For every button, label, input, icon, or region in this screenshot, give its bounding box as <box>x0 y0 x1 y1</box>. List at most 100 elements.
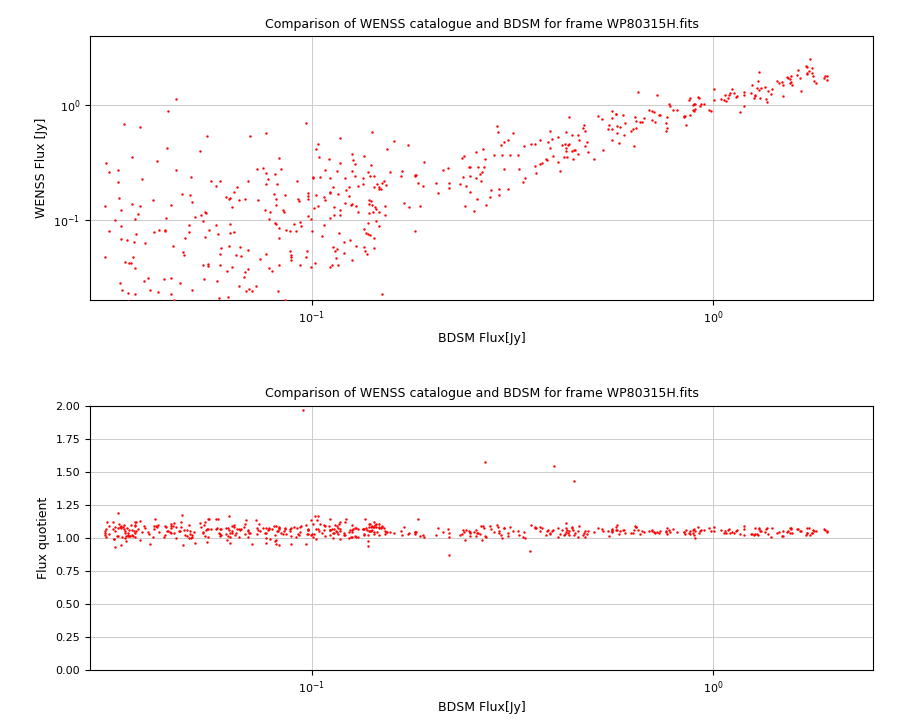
Point <box>261 524 275 536</box>
Point <box>729 526 743 537</box>
Point <box>259 522 274 534</box>
Point <box>269 199 284 211</box>
Point <box>567 529 581 541</box>
Point <box>231 194 246 206</box>
Point <box>463 530 477 541</box>
Point <box>528 522 543 534</box>
Point <box>642 104 656 116</box>
Point <box>256 522 270 534</box>
Point <box>105 517 120 528</box>
Point <box>495 149 509 161</box>
Point <box>318 165 332 176</box>
Point <box>300 246 314 257</box>
Point <box>279 528 293 539</box>
Point <box>362 207 376 219</box>
Point <box>174 516 188 527</box>
Point <box>151 287 166 298</box>
Point <box>661 522 675 534</box>
Point <box>99 531 113 543</box>
Point <box>367 526 382 538</box>
Point <box>262 207 276 218</box>
Point <box>605 113 619 125</box>
Point <box>230 523 245 535</box>
Point <box>331 518 346 529</box>
Point <box>127 526 141 537</box>
Point <box>166 521 180 532</box>
Point <box>364 525 379 536</box>
Point <box>807 76 822 87</box>
Point <box>802 65 816 76</box>
Point <box>188 537 202 549</box>
Point <box>231 280 246 292</box>
Point <box>303 261 318 272</box>
Point <box>287 219 302 230</box>
Point <box>494 139 508 150</box>
Point <box>350 207 365 218</box>
Point <box>322 153 337 164</box>
Point <box>459 524 473 536</box>
Point <box>293 521 308 532</box>
Point <box>327 209 341 220</box>
Point <box>224 202 238 213</box>
Point <box>518 173 533 184</box>
Point <box>233 241 248 253</box>
Point <box>117 523 131 535</box>
Point <box>457 201 472 212</box>
Point <box>417 156 431 168</box>
Point <box>166 319 181 330</box>
Point <box>102 521 116 532</box>
Point <box>138 238 152 249</box>
Point <box>467 526 482 538</box>
Point <box>565 521 580 533</box>
Point <box>262 213 276 225</box>
Point <box>571 531 585 543</box>
Point <box>166 294 181 306</box>
Point <box>752 523 766 535</box>
Point <box>238 285 253 297</box>
Point <box>791 64 806 76</box>
Point <box>309 523 323 534</box>
Point <box>752 92 767 104</box>
Point <box>659 125 673 136</box>
Point <box>164 522 178 534</box>
Point <box>791 523 806 534</box>
Point <box>540 525 554 536</box>
Point <box>605 526 619 537</box>
Point <box>380 526 394 538</box>
Point <box>378 209 392 220</box>
Point <box>338 528 352 539</box>
Point <box>187 336 202 348</box>
Point <box>683 92 698 104</box>
Point <box>331 227 346 238</box>
Point <box>251 194 266 206</box>
Point <box>490 519 504 531</box>
Point <box>362 518 376 530</box>
Point <box>528 167 543 179</box>
Point <box>245 286 259 297</box>
Point <box>663 100 678 112</box>
Point <box>553 528 567 540</box>
Point <box>126 251 140 263</box>
Point <box>164 272 178 284</box>
Point <box>772 526 787 538</box>
Point <box>744 87 759 99</box>
Point <box>642 526 656 537</box>
Point <box>409 169 423 181</box>
Point <box>197 231 211 243</box>
Point <box>724 87 738 99</box>
Point <box>719 95 733 107</box>
Point <box>462 162 476 174</box>
Point <box>265 523 279 535</box>
Point <box>484 523 499 534</box>
Point <box>364 199 379 211</box>
Point <box>201 303 215 315</box>
Point <box>98 529 112 541</box>
Point <box>666 523 680 534</box>
Point <box>272 233 286 244</box>
Point <box>492 183 507 194</box>
Point <box>375 289 390 300</box>
Point <box>349 523 364 534</box>
Point <box>98 523 112 535</box>
Point <box>299 251 313 263</box>
Point <box>475 520 490 531</box>
